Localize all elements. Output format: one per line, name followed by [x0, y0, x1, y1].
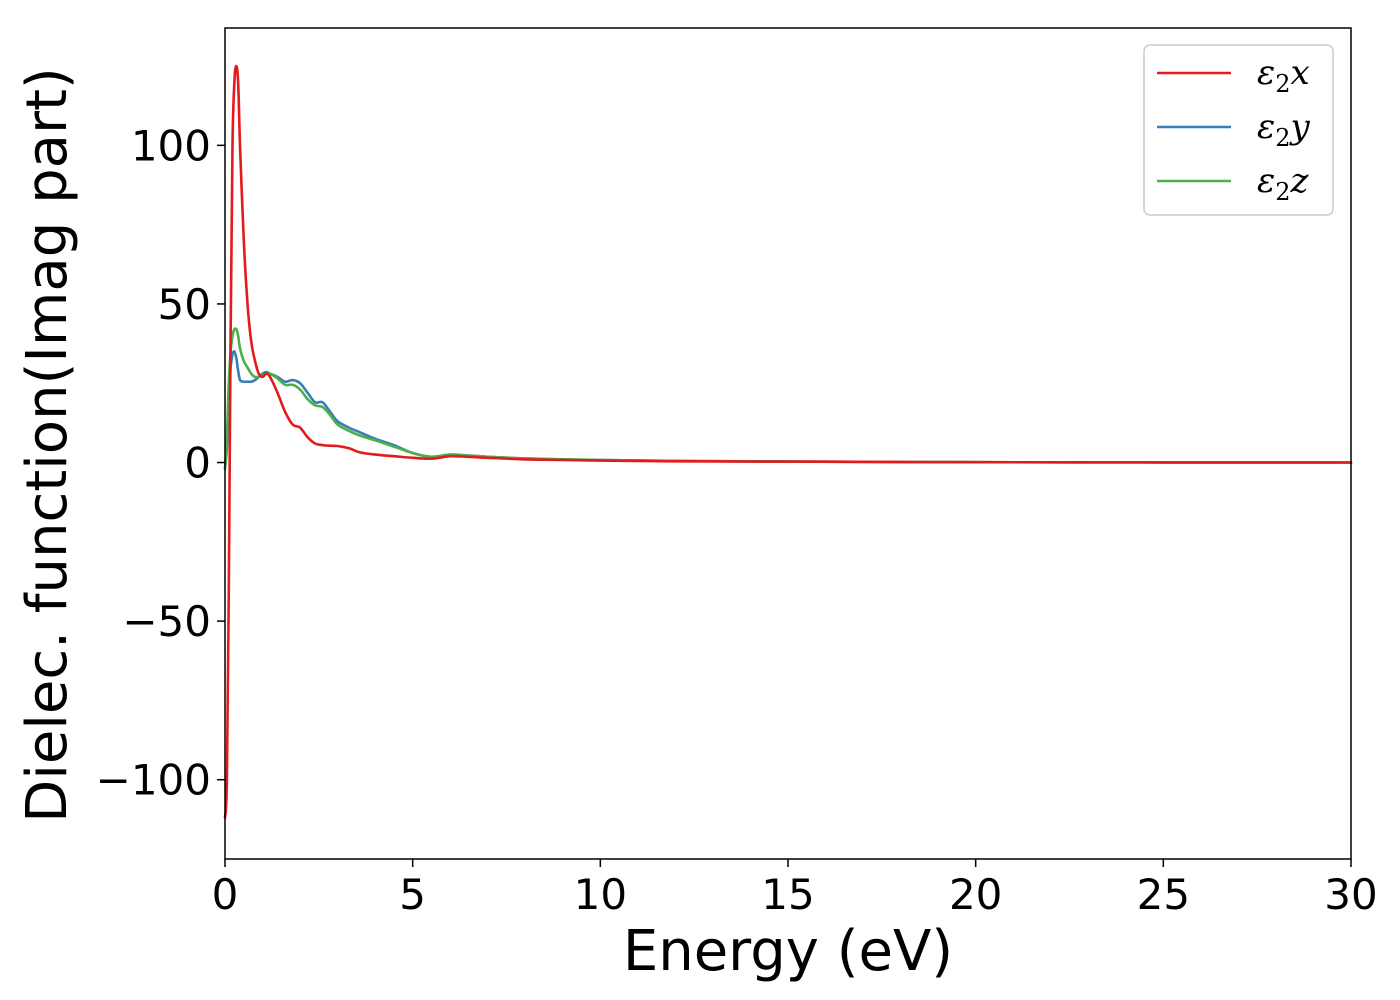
y-axis-label: Dielec. function(Imag part) — [15, 67, 80, 823]
legend-label-x: ε2x — [1257, 53, 1310, 98]
series-lines — [223, 64, 1353, 820]
y-tick-label: −50 — [122, 597, 211, 646]
legend-label-z: ε2z — [1257, 161, 1310, 206]
y-tick-label: −100 — [96, 756, 211, 805]
y-tick-label: 100 — [131, 121, 211, 170]
x-tick-label: 25 — [1137, 870, 1190, 919]
x-tick-label: 5 — [399, 870, 426, 919]
x-tick-label: 15 — [761, 870, 814, 919]
y-tick-label: 0 — [184, 439, 211, 488]
series-line-x — [223, 64, 1353, 820]
y-tick-label: 50 — [158, 280, 211, 329]
x-tick-label: 30 — [1324, 870, 1377, 919]
x-axis-label: Energy (eV) — [623, 919, 953, 984]
legend-label-y: ε2y — [1257, 107, 1311, 152]
legend-box — [1143, 44, 1334, 216]
x-tick-label: 10 — [574, 870, 627, 919]
legend: ε2x ε2y ε2z — [1143, 44, 1334, 216]
x-tick-label: 0 — [212, 870, 239, 919]
axis-ticks: 0 5 10 15 20 25 30 −100 −50 0 50 100 — [96, 121, 1378, 919]
x-tick-label: 20 — [949, 870, 1002, 919]
